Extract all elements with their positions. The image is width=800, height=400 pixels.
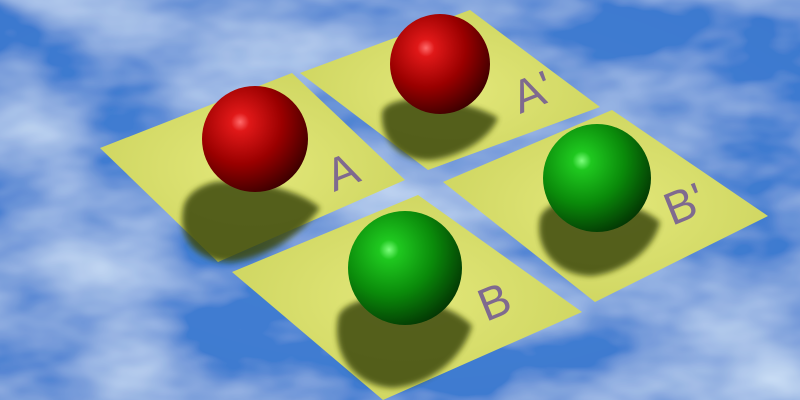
red-sphere-a <box>202 86 308 192</box>
tile-b-prime: B' <box>443 110 768 302</box>
tile-a-prime-shadow <box>381 98 498 161</box>
tile-a-prime: A' <box>300 10 600 170</box>
tile-a-shadow <box>182 181 320 262</box>
green-sphere-b-prime <box>543 124 651 232</box>
tile-b-shadow <box>336 297 472 388</box>
green-sphere-b <box>348 211 462 325</box>
tile-b: B <box>232 195 582 400</box>
red-sphere-a-prime <box>390 14 490 114</box>
tile-a: A <box>100 73 405 262</box>
